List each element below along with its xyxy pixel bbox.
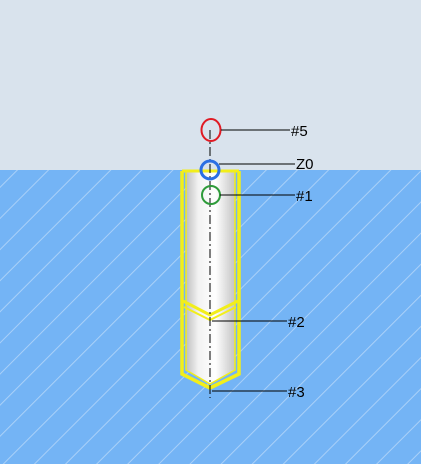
label-z0: Z0 — [296, 156, 314, 173]
drilled-hole — [186, 171, 235, 384]
label-2: #2 — [288, 314, 305, 331]
marker-z0-circle — [199, 159, 221, 181]
air-region — [0, 0, 421, 170]
marker-5-circle — [200, 118, 222, 142]
label-3: #3 — [288, 384, 305, 401]
label-1: #1 — [296, 188, 313, 205]
peck-step-chevron — [182, 299, 239, 317]
label-5: #5 — [291, 123, 308, 140]
